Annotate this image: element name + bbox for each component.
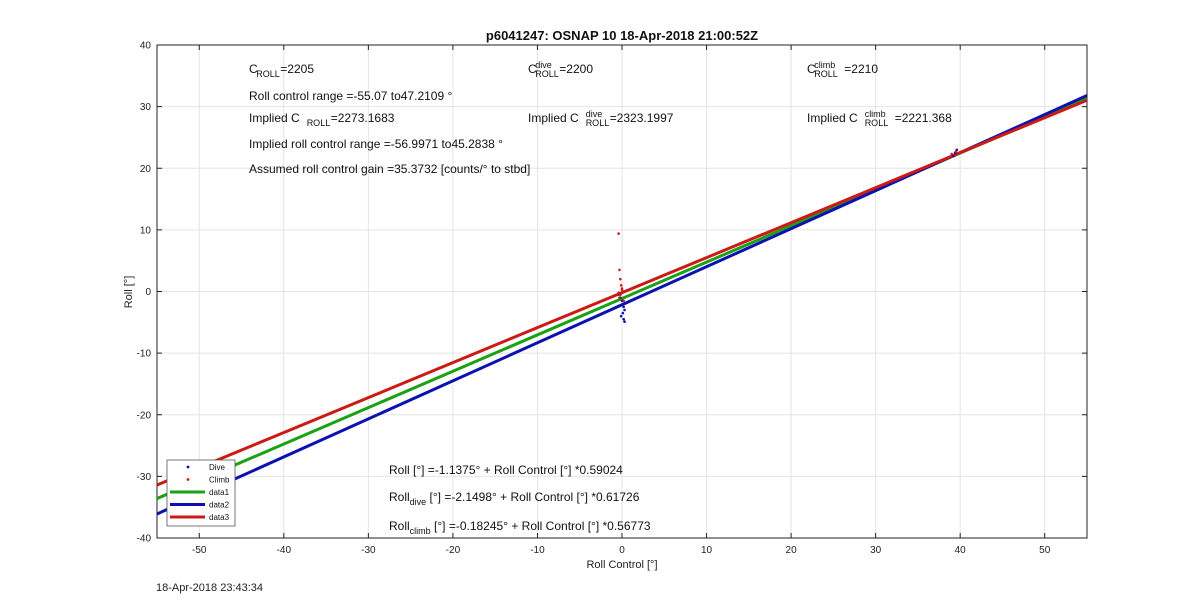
- legend-label: Dive: [209, 463, 226, 472]
- x-tick-label: -20: [446, 545, 461, 556]
- data-point-dive: [622, 317, 625, 321]
- legend-marker-dive: [186, 465, 190, 469]
- data-point-climb: [617, 291, 620, 295]
- x-tick-label: 50: [1039, 545, 1051, 556]
- data-point-climb: [617, 232, 620, 235]
- svg-text:ROLL: ROLL: [307, 118, 331, 128]
- y-axis-label: Roll [°]: [123, 276, 135, 309]
- implied-range-label: Implied roll control range =-56.9971 to4…: [249, 137, 503, 151]
- svg-text:=2210: =2210: [844, 62, 878, 76]
- svg-text:climb: climb: [865, 109, 886, 119]
- data-point-climb: [620, 288, 624, 291]
- x-tick-label: 0: [619, 545, 625, 556]
- x-tick-label: -30: [361, 545, 376, 556]
- x-tick-label: -50: [192, 545, 207, 556]
- svg-text:=2221.368: =2221.368: [895, 111, 952, 125]
- y-tick-label: -20: [137, 410, 152, 421]
- gain-label: Assumed roll control gain =35.3732 [coun…: [249, 162, 530, 176]
- data-point-dive: [619, 314, 623, 318]
- x-tick-label: -40: [277, 545, 292, 556]
- fit-equation-dive: Rolldive [°] =-2.1498° + Roll Control [°…: [389, 490, 640, 507]
- y-tick-label: 0: [145, 287, 151, 298]
- y-tick-label: -40: [137, 534, 152, 545]
- svg-text:Implied C: Implied C: [249, 111, 300, 125]
- series-layer: [157, 94, 1087, 516]
- svg-text:C: C: [528, 62, 537, 76]
- legend-label: data3: [209, 513, 230, 522]
- data-point-dive: [623, 320, 626, 323]
- svg-text:ROLL: ROLL: [535, 69, 559, 79]
- y-tick-label: 40: [140, 41, 152, 52]
- axis-ticks: -50 -40 -30 -20 -10 0 10 20 30 40 50 -40 -30 -20 -10 0 1…: [137, 41, 1087, 556]
- data-point-dive: [952, 154, 955, 158]
- fit-equation-all: Roll [°] =-1.1375° + Roll Control [°] *0…: [389, 463, 623, 477]
- svg-text:=2205: =2205: [280, 62, 314, 76]
- svg-text:dive: dive: [586, 109, 603, 119]
- legend: Dive Climb data1 data2 data3: [166, 459, 236, 527]
- data-point-dive: [623, 308, 626, 312]
- fit-equation-climb: Rollclimb [°] =-0.18245° + Roll Control …: [389, 519, 651, 536]
- x-tick-label: 20: [786, 545, 798, 556]
- svg-text:ROLL: ROLL: [586, 118, 610, 128]
- implied-c-roll-label: Implied C ROLL =2273.1683: [249, 111, 395, 128]
- svg-text:=2200: =2200: [559, 62, 593, 76]
- y-tick-label: 30: [140, 102, 152, 113]
- legend-label: Climb: [209, 476, 230, 485]
- svg-text:Implied C: Implied C: [807, 111, 858, 125]
- svg-text:ROLL: ROLL: [256, 69, 280, 79]
- svg-text:ROLL: ROLL: [814, 69, 838, 79]
- data-point-dive: [622, 305, 625, 309]
- data-point-climb: [619, 277, 622, 281]
- data-point-climb: [950, 152, 954, 156]
- svg-text:ROLL: ROLL: [865, 118, 889, 128]
- x-tick-label: 30: [870, 545, 882, 556]
- x-tick-label: 40: [955, 545, 967, 556]
- legend-label: data2: [209, 501, 230, 510]
- svg-text:C: C: [249, 62, 258, 76]
- x-tick-label: -10: [530, 545, 545, 556]
- svg-text:climb: climb: [814, 60, 835, 70]
- data-point-climb: [619, 284, 623, 287]
- roll-range-label: Roll control range =-55.07 to47.2109 °: [249, 89, 452, 103]
- y-tick-label: 10: [140, 225, 152, 236]
- svg-text:C: C: [807, 62, 816, 76]
- data-point-climb: [619, 293, 622, 296]
- x-axis-label: Roll Control [°]: [586, 559, 657, 571]
- data-point-dive: [621, 302, 625, 306]
- data-point-climb: [954, 150, 958, 153]
- legend-label: data1: [209, 488, 230, 497]
- legend-marker-climb: [186, 478, 190, 481]
- svg-text:=2273.1683: =2273.1683: [331, 111, 395, 125]
- chart-title: p6041247: OSNAP 10 18-Apr-2018 21:00:52Z: [486, 28, 758, 43]
- data-point-climb: [622, 299, 625, 303]
- print-timestamp: 18-Apr-2018 23:43:34: [156, 582, 264, 594]
- x-tick-label: 10: [701, 545, 713, 556]
- svg-text:Implied C: Implied C: [528, 111, 579, 125]
- y-tick-label: -10: [137, 349, 152, 360]
- data-point-climb: [618, 268, 621, 272]
- data-point-dive: [621, 311, 625, 315]
- fit-line-data3: [157, 98, 1087, 487]
- svg-text:=2323.1997: =2323.1997: [610, 111, 674, 125]
- y-tick-label: -30: [137, 472, 152, 483]
- svg-text:dive: dive: [535, 60, 552, 70]
- y-tick-label: 20: [140, 164, 152, 175]
- data-point-climb: [618, 296, 621, 299]
